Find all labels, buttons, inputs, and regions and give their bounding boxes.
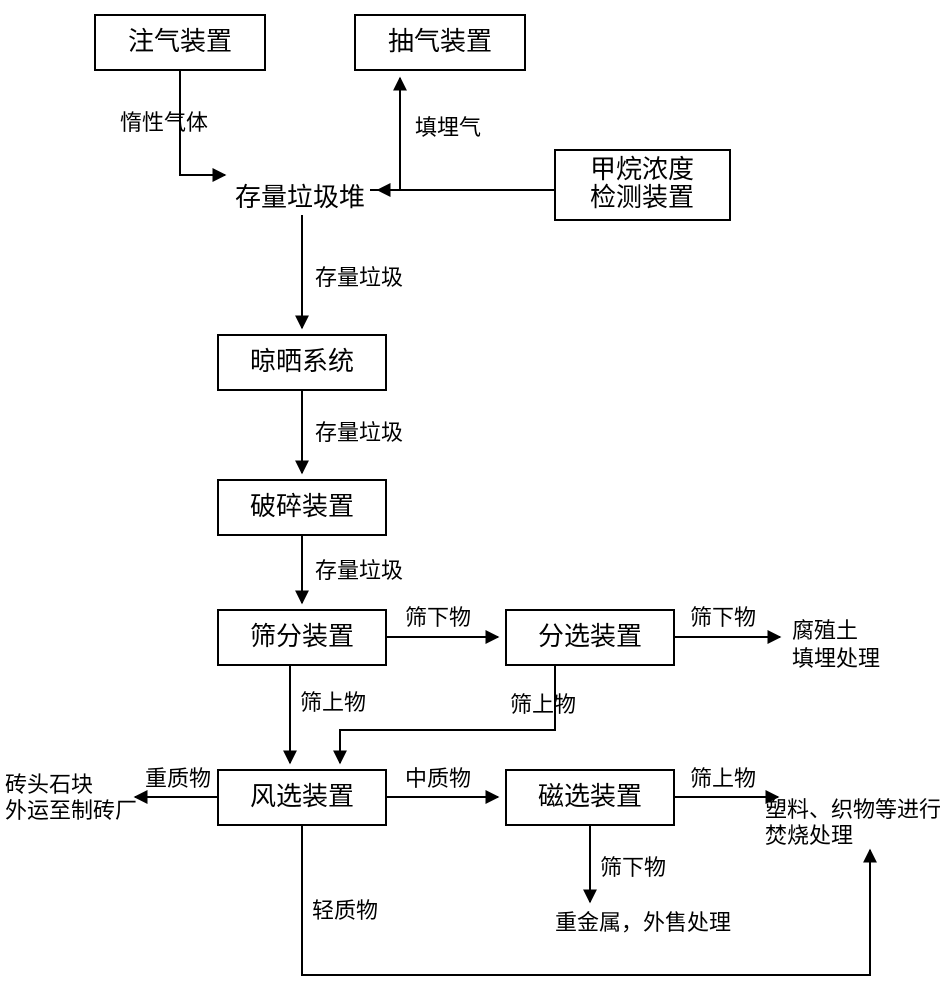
- edge-pile-extract: [370, 78, 400, 190]
- node-sieve-label: 筛分装置: [250, 622, 354, 651]
- edge-heavy-label: 重质物: [145, 766, 211, 791]
- terminal-bricks-1: 砖头石块: [5, 772, 93, 797]
- terminal-plastic-1: 塑料、织物等进行: [765, 797, 941, 822]
- edge-stock3-label: 存量垃圾: [315, 558, 403, 583]
- node-sort-label: 分选装置: [538, 622, 642, 651]
- terminal-metal: 重金属，外售处理: [555, 910, 731, 935]
- edge-landfillgas-label: 填埋气: [415, 115, 481, 140]
- flowchart: 注气装置 抽气装置 甲烷浓度 检测装置 存量垃圾堆 晾晒系统 破碎装置 筛分装置…: [0, 0, 951, 1000]
- node-methane-label-1: 甲烷浓度: [590, 155, 694, 184]
- edge-under1-label: 筛下物: [405, 605, 471, 630]
- edge-medium-label: 中质物: [405, 766, 471, 791]
- edge-magover-label: 筛上物: [690, 766, 756, 791]
- node-mag-label: 磁选装置: [538, 782, 642, 811]
- node-methane-label-2: 检测装置: [590, 183, 694, 212]
- node-extract-label: 抽气装置: [388, 27, 492, 56]
- terminal-humus-2: 填埋处理: [792, 646, 880, 671]
- node-crush-label: 破碎装置: [250, 492, 354, 521]
- node-pile-label: 存量垃圾堆: [235, 183, 365, 212]
- edge-under2-label: 筛下物: [690, 605, 756, 630]
- node-drying-label: 晾晒系统: [250, 347, 354, 376]
- edge-magunder-label: 筛下物: [600, 855, 666, 880]
- terminal-humus-1: 腐殖土: [792, 618, 858, 643]
- edge-light-label: 轻质物: [312, 898, 378, 923]
- node-air-label: 风选装置: [250, 782, 354, 811]
- edge-over2-label: 筛上物: [510, 692, 576, 717]
- edge-stock2-label: 存量垃圾: [315, 420, 403, 445]
- edge-inert-label: 惰性气体: [120, 110, 208, 135]
- terminal-plastic-2: 焚烧处理: [765, 823, 853, 848]
- edge-over1-label: 筛上物: [300, 690, 366, 715]
- node-inject-label: 注气装置: [128, 27, 232, 56]
- terminal-bricks-2: 外运至制砖厂: [5, 798, 137, 823]
- edge-stock1-label: 存量垃圾: [315, 265, 403, 290]
